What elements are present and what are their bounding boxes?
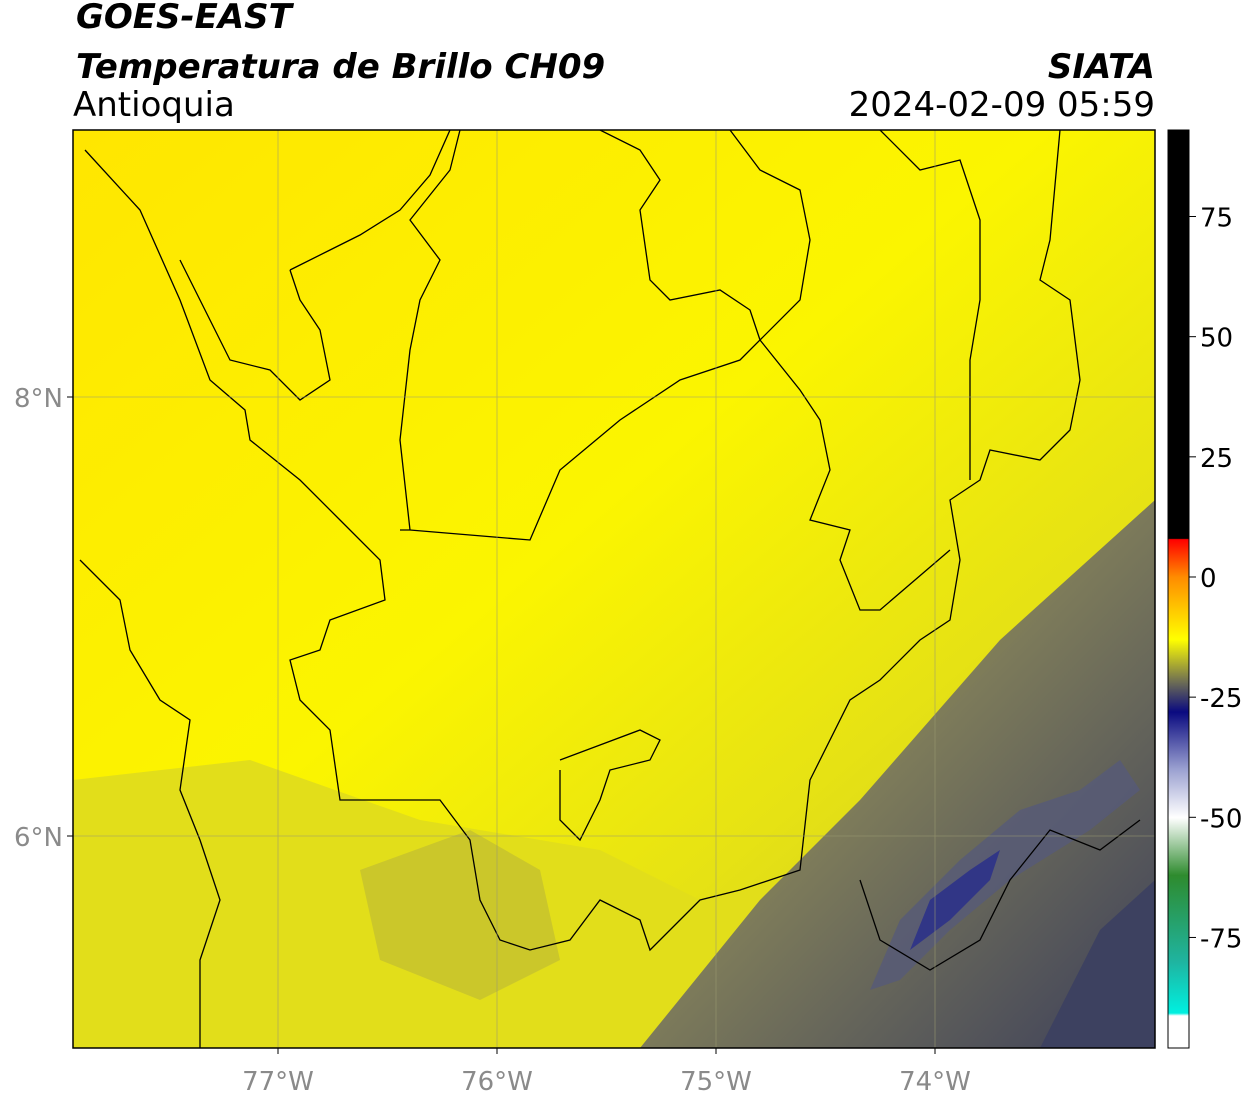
- lat-label: 6°N: [14, 823, 63, 853]
- boundary-northeast: [879, 130, 981, 480]
- gridlines: [73, 130, 1155, 1048]
- field-olive-dark: [360, 830, 560, 1000]
- colorbar-tick-label: -50: [1200, 804, 1242, 834]
- colorbar-tick-label: 50: [1200, 324, 1233, 354]
- product: Temperatura de Brillo CH09: [76, 47, 605, 87]
- colorbar-tick-label: -25: [1200, 684, 1242, 714]
- field-dark-corner: [1040, 880, 1155, 1048]
- lon-label: 74°W: [899, 1067, 971, 1097]
- satellite: GOES-EAST: [76, 0, 295, 37]
- colorbar-tick-label: 75: [1200, 204, 1233, 234]
- lon-label: 75°W: [680, 1067, 752, 1097]
- boundary-west: [399, 130, 461, 531]
- boundaries: [79, 130, 1141, 1048]
- map-frame: [72, 129, 1156, 1049]
- field-dark: [640, 500, 1155, 1048]
- colorbar-ticks: 75 50 25 0 -25 -50 -75: [1189, 204, 1242, 954]
- field-cold: [870, 760, 1140, 990]
- region: Antioquia: [73, 85, 235, 125]
- map: [73, 130, 1155, 1048]
- geo-labels: 77°W 76°W 75°W 74°W 8°N 6°N: [14, 384, 971, 1097]
- boundary-internal: [400, 130, 761, 541]
- colorbar-tick-label: 0: [1200, 564, 1217, 594]
- colorbar: [1167, 129, 1190, 1049]
- coastline: [289, 130, 451, 271]
- datetime: 2024-02-09 05:59: [849, 85, 1155, 125]
- field-coldest: [910, 850, 1000, 950]
- boundary-east: [759, 339, 951, 611]
- boundary-north: [729, 130, 811, 341]
- lat-label: 8°N: [14, 384, 63, 414]
- lon-label: 76°W: [461, 1067, 533, 1097]
- boundary-southeast: [859, 819, 1141, 971]
- agency: SIATA: [1048, 47, 1155, 87]
- boundary-antioquia: [84, 130, 1081, 952]
- colorbar-tick-label: 25: [1200, 444, 1233, 474]
- coastline-gulf: [179, 259, 331, 401]
- colorbar-tick-label: -75: [1200, 924, 1242, 954]
- coastline-pacific: [79, 559, 221, 1048]
- lon-label: 77°W: [242, 1067, 314, 1097]
- boundary-enclave: [559, 729, 661, 842]
